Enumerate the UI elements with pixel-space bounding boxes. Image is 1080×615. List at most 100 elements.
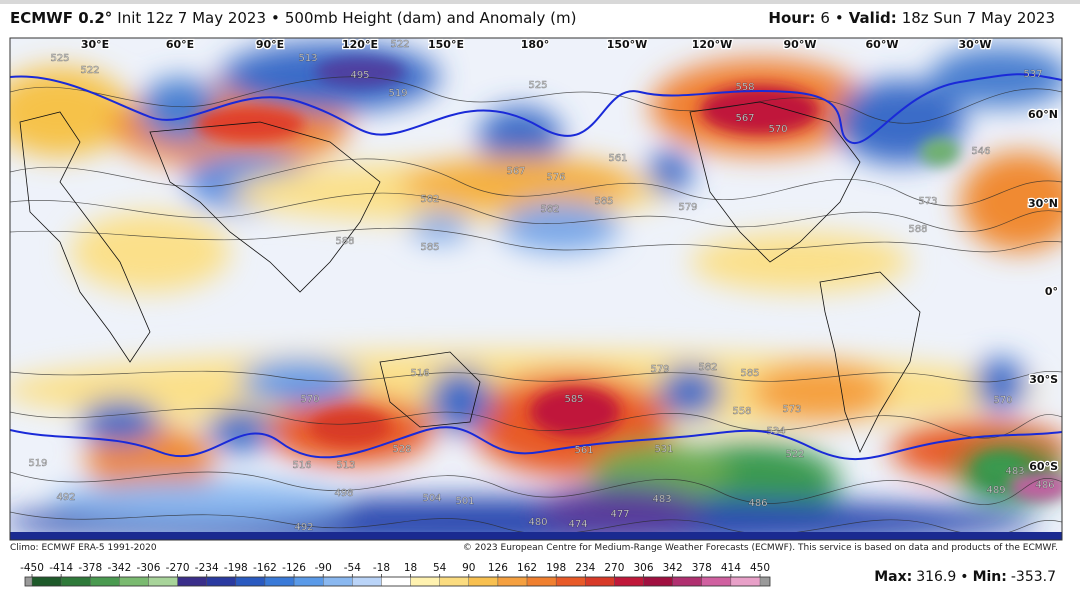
colorbar-tick-label: -126 — [282, 562, 306, 574]
anomaly-blob — [478, 107, 562, 167]
contour-label: 573 — [782, 404, 801, 415]
anomaly-blob — [658, 366, 722, 418]
anomaly-blob — [974, 358, 1026, 410]
colorbar-tick-label: 450 — [750, 562, 770, 574]
contour-label: 483 — [652, 494, 671, 505]
contour-label: 546 — [971, 146, 990, 157]
contour-label: 522 — [80, 65, 99, 76]
anomaly-blob — [208, 408, 272, 452]
contour-label: 567 — [735, 113, 754, 124]
longitude-label: 90°W — [784, 38, 817, 51]
anomaly-core — [310, 409, 390, 445]
colorbar-tick-label: 414 — [721, 562, 741, 574]
latitude-label: 0° — [1045, 285, 1058, 298]
longitude-label: 120°W — [692, 38, 733, 51]
anomaly-blob — [50, 480, 350, 524]
longitude-label: 30°E — [81, 38, 109, 51]
contour-label: 576 — [546, 172, 565, 183]
colorbar-tick-label: 18 — [404, 562, 417, 574]
contour-label: 558 — [732, 406, 751, 417]
longitude-label: 30°W — [959, 38, 992, 51]
contour-label: 477 — [610, 509, 629, 520]
colorbar-tick-label: -342 — [107, 562, 131, 574]
contour-label: 582 — [698, 362, 717, 373]
colorbar-tick-label: 342 — [663, 562, 683, 574]
contour-label: 492 — [294, 522, 313, 533]
map-frame — [9, 37, 1063, 541]
colorbar-swatch — [439, 576, 469, 587]
min-label: Min: — [972, 569, 1007, 585]
contour-label: 474 — [568, 519, 587, 530]
contour-label: 561 — [574, 445, 593, 456]
anomaly-cores — [195, 57, 1062, 501]
contour-label: 582 — [540, 204, 559, 215]
colorbar-swatch — [206, 576, 237, 587]
colorbar-tick-label: -414 — [49, 562, 73, 574]
colorbar-swatch — [381, 576, 411, 587]
colorbar-tick-label: -18 — [373, 562, 390, 574]
colorbar-swatch — [614, 576, 644, 587]
anomaly-blob — [428, 368, 492, 432]
contour-label: 480 — [528, 517, 547, 528]
anomaly-blob — [960, 152, 1062, 252]
contour-label: 579 — [678, 202, 697, 213]
latitude-label: 30°N — [1028, 197, 1058, 210]
contour-label: 522 — [785, 449, 804, 460]
contour-label: 516 — [292, 460, 311, 471]
coastlines — [19, 101, 921, 453]
contour-label: 582 — [420, 194, 439, 205]
anomaly-blob — [410, 212, 470, 242]
colorbar-tick-label: -450 — [20, 562, 44, 574]
anomaly-core — [1010, 473, 1062, 501]
contour-label: 531 — [654, 444, 673, 455]
longitude-label: 120°E — [342, 38, 378, 51]
contour-label: 525 — [528, 80, 547, 91]
colorbar-cap — [25, 577, 32, 586]
anomaly-blob — [535, 485, 705, 535]
colorbar-swatch — [293, 576, 324, 587]
colorbar-tick-label: 378 — [692, 562, 712, 574]
colorbar: -450 -414 -378 -342 -306 -270 -234 -198 -162 -126… — [20, 562, 771, 587]
anomaly-core — [195, 106, 305, 142]
header-right: Hour: 6 • Valid: 18z Sun 7 May 2023 — [768, 9, 1060, 27]
contour-label: 498 — [334, 488, 353, 499]
header-left: ECMWF 0.2° Init 12z 7 May 2023 • 500mb Heig… — [10, 9, 581, 27]
contour-label: 486 — [748, 498, 767, 509]
colorbar-tick-label: -306 — [137, 562, 161, 574]
colorbar-swatch — [585, 576, 615, 587]
min-value: -353.7 — [1010, 569, 1056, 585]
anomaly-blob — [400, 156, 640, 212]
colorbar-cap — [760, 577, 770, 586]
longitude-label: 180° — [521, 38, 549, 51]
map-field — [10, 38, 1062, 540]
colorbar-swatch — [177, 576, 207, 587]
contour-label: 513 — [336, 460, 355, 471]
copyright: © 2023 European Centre for Medium-Range … — [462, 543, 1058, 553]
anomaly-blob — [750, 362, 890, 422]
contour-label: 588 — [335, 236, 354, 247]
map: 30°E 60°E 90°E 120°E 150°E 180° 150°W 120°W 90°W… — [9, 37, 1063, 541]
anomaly-blob — [648, 150, 692, 194]
contour-label: 519 — [28, 458, 47, 469]
max-value: 316.9 — [916, 569, 957, 585]
colorbar-swatch — [468, 576, 499, 587]
colorbar-tick-label: -270 — [166, 562, 190, 574]
colorbar-swatch — [497, 576, 528, 587]
contour-label: 525 — [50, 53, 69, 64]
colorbar-swatch — [235, 576, 266, 587]
colorbar-tick-label: 270 — [604, 562, 624, 574]
colorbar-tick-label: 234 — [575, 562, 595, 574]
colorbar-tick-label: -90 — [315, 562, 332, 574]
contour-label: 516 — [410, 368, 429, 379]
colorbar-tick-label: 54 — [433, 562, 447, 574]
colorbar-swatch — [119, 576, 149, 587]
contour-label: 579 — [650, 364, 669, 375]
colorbar-swatch — [730, 576, 761, 587]
colorbar-swatch — [148, 576, 178, 587]
anomaly-blob — [70, 212, 230, 292]
contour-label: 534 — [766, 426, 785, 437]
colorbar-tick-label: -162 — [253, 562, 277, 574]
anomaly-blob — [240, 360, 360, 404]
colorbar-swatch — [410, 576, 440, 587]
valid: 18z Sun 7 May 2023 — [901, 9, 1055, 27]
